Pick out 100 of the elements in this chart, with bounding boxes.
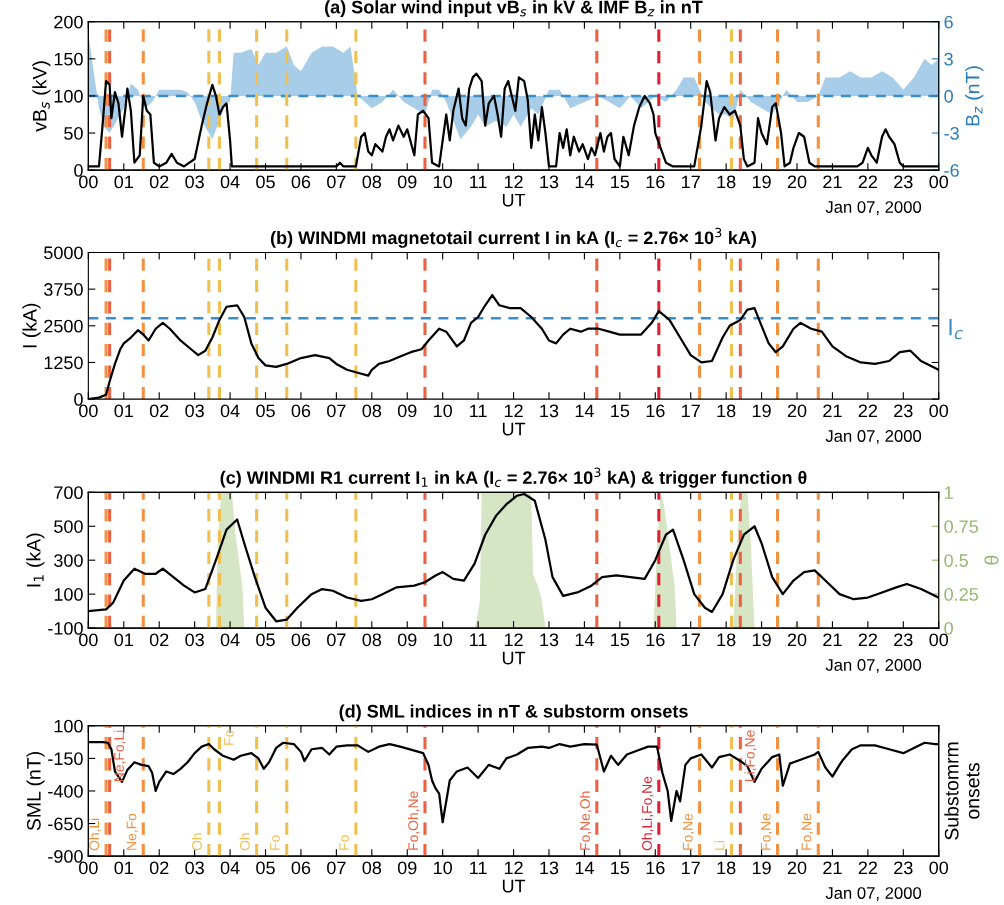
x-tick-label: 10 — [434, 404, 453, 418]
x-tick-label: 11 — [470, 404, 487, 418]
ref-line-label: Fo — [270, 835, 280, 850]
x-tick-label: 07 — [327, 861, 346, 875]
y2-tick-label: 0 — [944, 622, 953, 635]
y-tick-label: 100 — [54, 719, 83, 733]
x-tick-label: 12 — [504, 404, 523, 418]
y-tick-label: 300 — [54, 554, 83, 567]
x-tick-label: 07 — [327, 404, 346, 418]
y-axis-title: SML (nT) — [26, 752, 45, 831]
x-tick-label: 12 — [504, 175, 523, 189]
y-axis-title: I (kA) — [22, 303, 41, 348]
x-tick-label: 13 — [540, 404, 559, 418]
x-tick-label: 08 — [362, 175, 382, 189]
chart-title: (b) WINDMI magnetotail current I in kA (I$_{c}$ = 2.76× 10$^{3}$ kA) — [270, 227, 757, 248]
y-axis-title: vB$_{s}$ (kV) — [32, 61, 51, 132]
x-tick-label: 23 — [894, 633, 913, 647]
x-tick-label: 17 — [682, 861, 700, 875]
x-tick-label: 17 — [682, 175, 700, 189]
ref-line-label: Fo — [339, 835, 349, 850]
x-tick-label: 03 — [185, 175, 204, 189]
y-tick-label: 500 — [54, 520, 83, 533]
x-tick-label: 22 — [858, 861, 878, 875]
x-tick-label: 09 — [397, 633, 417, 647]
x-axis-title: UT — [502, 422, 526, 436]
chart-title: (a) Solar wind input vB$_{s}$ in kV & IMF B$_{z}$ in nT — [325, 0, 703, 18]
y-tick-label: 100 — [54, 89, 83, 103]
x-tick-label: 00 — [79, 175, 98, 189]
x-tick-label: 18 — [717, 404, 736, 418]
x-tick-label: 07 — [327, 633, 346, 647]
x-tick-label: 00 — [929, 861, 949, 875]
x-tick-label: 22 — [858, 633, 878, 647]
x-tick-label: 14 — [575, 861, 594, 875]
x-tick-label: 14 — [575, 633, 594, 647]
x-tick-label: 16 — [646, 175, 665, 189]
ref-line-label: Fo,Oh,Ne — [407, 791, 420, 850]
x-tick-label: 05 — [256, 861, 275, 875]
y-tick-label: 0 — [74, 393, 83, 406]
x-tick-label: 18 — [717, 175, 736, 189]
x-tick-label: 23 — [894, 861, 913, 875]
y2-tick-label: 0.75 — [944, 520, 978, 533]
ref-line-label: Fo,Ne — [760, 813, 773, 850]
x-tick-label: 20 — [787, 175, 807, 189]
y-tick-label: 200 — [54, 15, 83, 29]
chart-title: (d) SML indices in nT & substorm onsets — [339, 704, 688, 722]
text: Jan 07, 2000 — [825, 430, 922, 444]
y2-axis-title: B$_{z}$ (nT) — [965, 66, 984, 126]
y2-axis-title: Substomrm onsets — [944, 742, 980, 840]
y-tick-label: 100 — [54, 588, 83, 601]
ref-line-label: Fo,Ne,Oh — [579, 791, 592, 850]
x-tick-label: 02 — [149, 404, 169, 418]
x-tick-label: 01 — [114, 175, 133, 189]
ref-line-label: I$_{c}$ — [949, 319, 963, 340]
x-tick-label: 19 — [752, 404, 771, 418]
y-axis-title: I$_{1}$ (kA) — [26, 533, 45, 587]
x-tick-label: 17 — [682, 404, 700, 418]
x-tick-label: 15 — [611, 633, 630, 647]
y-tick-label: 700 — [54, 486, 83, 500]
y-tick-label: -150 — [48, 752, 83, 766]
x-axis-title: UT — [502, 879, 526, 893]
x-tick-label: 13 — [540, 633, 559, 647]
y-tick-label: 150 — [54, 52, 83, 66]
x-tick-label: 06 — [291, 861, 311, 875]
x-tick-label: 21 — [823, 175, 842, 189]
x-tick-label: 09 — [397, 404, 417, 418]
x-tick-label: 23 — [894, 175, 913, 189]
ref-line-label: Li — [714, 841, 725, 850]
x-tick-label: 01 — [114, 861, 133, 875]
y2-tick-label: -6 — [944, 164, 959, 177]
y2-tick-label: 0.25 — [944, 588, 978, 601]
y-tick-label: -650 — [48, 817, 83, 831]
x-tick-label: 05 — [256, 633, 275, 647]
x-tick-label: 13 — [540, 861, 559, 875]
x-tick-label: 09 — [397, 175, 417, 189]
y2-tick-label: 1 — [944, 486, 953, 499]
x-tick-label: 05 — [256, 404, 275, 418]
x-tick-label: 00 — [929, 175, 949, 189]
x-tick-label: 23 — [894, 404, 913, 418]
x-tick-label: 12 — [504, 633, 523, 647]
x-tick-label: 04 — [220, 175, 240, 189]
x-tick-label: 21 — [823, 404, 842, 418]
x-tick-label: 07 — [327, 175, 346, 189]
y-tick-label: 2500 — [44, 319, 83, 333]
x-tick-label: 01 — [114, 633, 133, 647]
x-tick-label: 09 — [397, 861, 417, 875]
x-tick-label: 05 — [256, 175, 275, 189]
chart-title: (c) WINDMI R1 current I$_{1}$ in kA (I$_{c}$ = 2.76× 10$^{3}$ kA) & trigger function θ — [220, 467, 807, 488]
ref-line-label: Li,Fo,Ne — [744, 730, 757, 782]
x-tick-label: 00 — [79, 633, 98, 647]
x-tick-label: 13 — [540, 175, 559, 189]
y-tick-label: 3750 — [44, 283, 83, 296]
x-tick-label: 19 — [752, 175, 771, 189]
y-tick-label: 0 — [74, 164, 83, 177]
x-tick-label: 19 — [752, 861, 771, 875]
x-tick-label: 15 — [611, 861, 630, 875]
x-tick-label: 01 — [114, 404, 133, 418]
x-tick-label: 02 — [149, 633, 169, 647]
x-tick-label: 06 — [291, 175, 311, 189]
ref-line-label: Oh — [191, 833, 202, 851]
y-tick-label: 5000 — [44, 246, 83, 260]
